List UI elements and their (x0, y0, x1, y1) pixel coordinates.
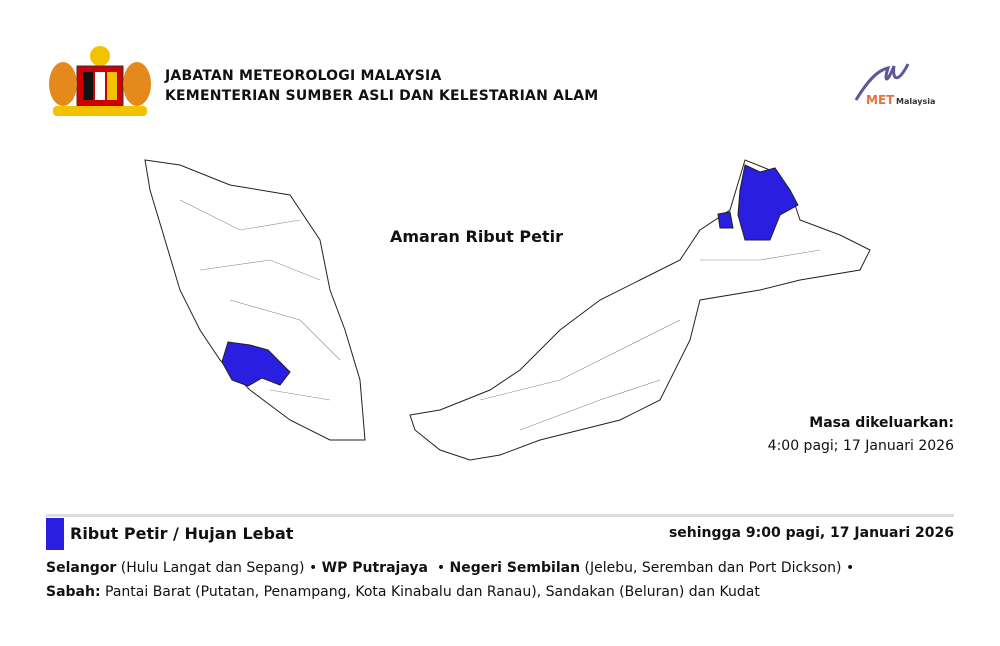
org-name: JABATAN METEOROLOGI MALAYSIA (165, 68, 442, 84)
warning-areas: Selangor (Hulu Langat dan Sepang) • WP P… (46, 556, 961, 604)
area-state: Sabah: (46, 584, 101, 600)
area-detail: (Hulu Langat dan Sepang) • (116, 560, 322, 576)
warning-type: Ribut Petir / Hujan Lebat (70, 524, 294, 543)
area-detail: • (427, 560, 450, 576)
ministry-name: KEMENTERIAN SUMBER ASLI DAN KELESTARIAN … (165, 88, 599, 104)
svg-text:MET: MET (866, 93, 895, 107)
malaysia-map (144, 159, 871, 461)
metmalaysia-logo: MET Malaysia (854, 63, 935, 107)
sabah-highlight-west (717, 211, 734, 229)
area-state: WP Putrajaya (321, 560, 428, 576)
issued-time: 4:00 pagi; 17 Januari 2026 (767, 438, 954, 454)
sabah-highlight (737, 164, 799, 241)
divider (46, 514, 954, 517)
warning-until: sehingga 9:00 pagi, 17 Januari 2026 (668, 525, 954, 541)
area-state: Negeri Sembilan (449, 560, 581, 576)
header-titles: JABATAN METEOROLOGI MALAYSIA KEMENTERIAN… (165, 66, 598, 106)
warning-color-bar (46, 518, 64, 550)
issued-info: Masa dikeluarkan: 4:00 pagi; 17 Januari … (768, 412, 954, 458)
peninsular-malaysia (144, 159, 366, 441)
area-state: Selangor (46, 560, 117, 576)
svg-text:Malaysia: Malaysia (896, 97, 935, 106)
selangor-negeri-sembilan-highlight (221, 341, 291, 387)
area-detail: (Jelebu, Seremban dan Port Dickson) • (580, 560, 855, 576)
coat-of-arms-logo (49, 46, 151, 116)
area-detail: Pantai Barat (Putatan, Penampang, Kota K… (100, 584, 760, 600)
issued-label: Masa dikeluarkan: (809, 415, 954, 431)
map-title: Amaran Ribut Petir (390, 227, 563, 246)
